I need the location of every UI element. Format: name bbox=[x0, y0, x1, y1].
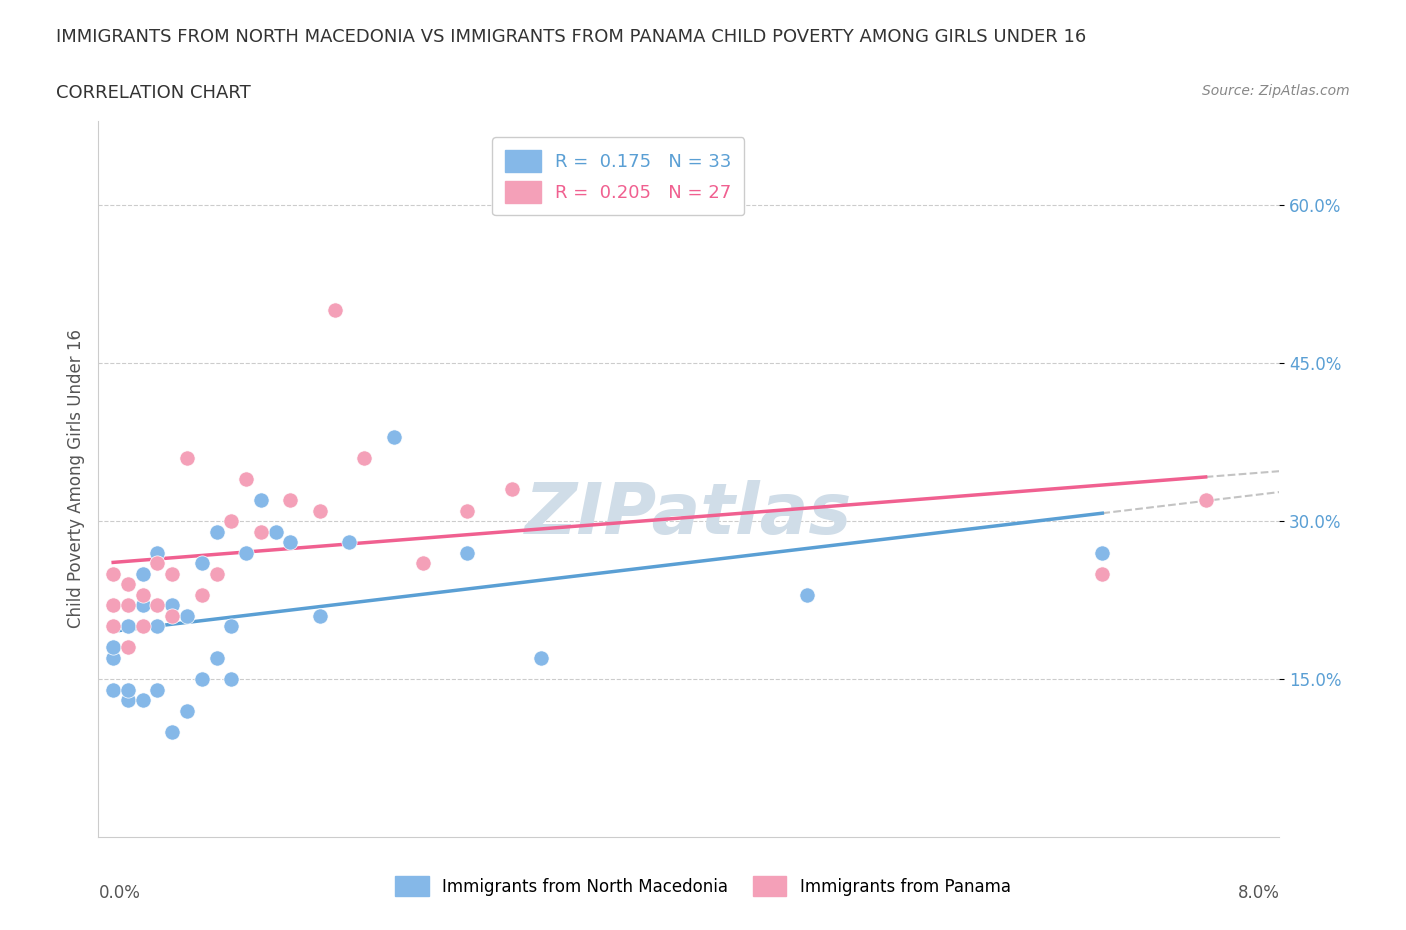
Point bbox=[103, 566, 125, 581]
Point bbox=[103, 651, 125, 666]
Point bbox=[796, 588, 818, 603]
Point bbox=[146, 545, 169, 560]
Point bbox=[382, 430, 405, 445]
Point bbox=[205, 651, 228, 666]
Text: ZIPatlas: ZIPatlas bbox=[526, 480, 852, 550]
Point bbox=[176, 608, 198, 623]
Point bbox=[191, 588, 214, 603]
Point bbox=[339, 535, 361, 550]
Point bbox=[250, 525, 273, 539]
Point bbox=[132, 598, 155, 613]
Point bbox=[250, 493, 273, 508]
Text: 0.0%: 0.0% bbox=[98, 884, 141, 901]
Point bbox=[457, 503, 479, 518]
Point bbox=[323, 303, 346, 318]
Point bbox=[457, 545, 479, 560]
Point bbox=[132, 588, 155, 603]
Point bbox=[221, 619, 243, 634]
Point bbox=[191, 671, 214, 686]
Point bbox=[103, 619, 125, 634]
Legend: R =  0.175   N = 33, R =  0.205   N = 27: R = 0.175 N = 33, R = 0.205 N = 27 bbox=[492, 137, 744, 216]
Point bbox=[146, 598, 169, 613]
Point bbox=[117, 693, 139, 708]
Text: 8.0%: 8.0% bbox=[1237, 884, 1279, 901]
Point bbox=[162, 566, 183, 581]
Point bbox=[146, 682, 169, 697]
Point bbox=[117, 619, 139, 634]
Point bbox=[235, 545, 257, 560]
Point bbox=[205, 525, 228, 539]
Point bbox=[221, 513, 243, 528]
Point bbox=[412, 556, 434, 571]
Point bbox=[280, 493, 302, 508]
Y-axis label: Child Poverty Among Girls Under 16: Child Poverty Among Girls Under 16 bbox=[66, 329, 84, 629]
Point bbox=[132, 619, 155, 634]
Point bbox=[191, 556, 214, 571]
Point bbox=[1195, 493, 1218, 508]
Point bbox=[146, 619, 169, 634]
Point bbox=[309, 503, 332, 518]
Point bbox=[1091, 566, 1114, 581]
Text: CORRELATION CHART: CORRELATION CHART bbox=[56, 84, 252, 101]
Point bbox=[132, 566, 155, 581]
Point bbox=[162, 608, 183, 623]
Point bbox=[103, 598, 125, 613]
Text: IMMIGRANTS FROM NORTH MACEDONIA VS IMMIGRANTS FROM PANAMA CHILD POVERTY AMONG GI: IMMIGRANTS FROM NORTH MACEDONIA VS IMMIG… bbox=[56, 28, 1087, 46]
Point bbox=[309, 608, 332, 623]
Point bbox=[103, 682, 125, 697]
Point bbox=[176, 450, 198, 465]
Point bbox=[146, 556, 169, 571]
Point bbox=[221, 671, 243, 686]
Point bbox=[162, 724, 183, 739]
Point bbox=[117, 577, 139, 591]
Point bbox=[530, 651, 553, 666]
Point bbox=[117, 640, 139, 655]
Point bbox=[264, 525, 287, 539]
Text: Source: ZipAtlas.com: Source: ZipAtlas.com bbox=[1202, 84, 1350, 98]
Point bbox=[205, 566, 228, 581]
Point bbox=[353, 450, 375, 465]
Point bbox=[117, 598, 139, 613]
Legend: Immigrants from North Macedonia, Immigrants from Panama: Immigrants from North Macedonia, Immigra… bbox=[388, 870, 1018, 903]
Point bbox=[280, 535, 302, 550]
Point bbox=[162, 598, 183, 613]
Point bbox=[235, 472, 257, 486]
Point bbox=[176, 703, 198, 718]
Point bbox=[501, 482, 523, 497]
Point bbox=[132, 693, 155, 708]
Point bbox=[103, 640, 125, 655]
Point bbox=[117, 682, 139, 697]
Point bbox=[1091, 545, 1114, 560]
